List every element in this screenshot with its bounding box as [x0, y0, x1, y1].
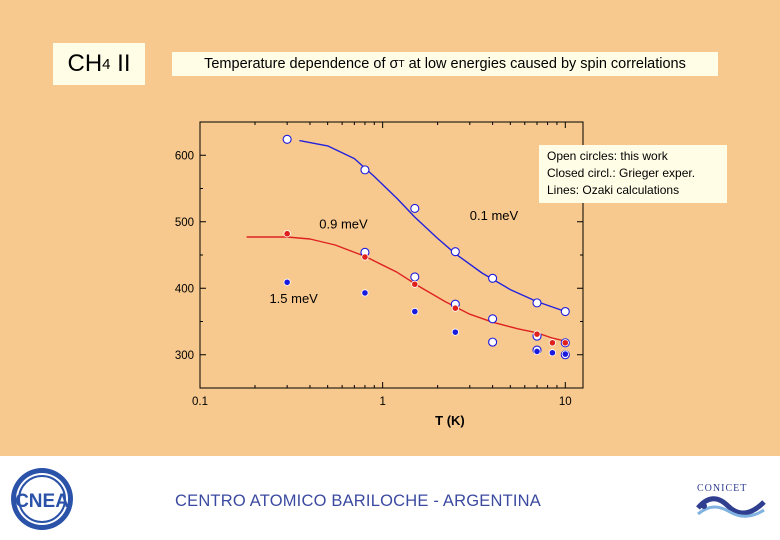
x-tick-label: 0.1 [192, 396, 208, 408]
conicet-logo-text: CONICET [697, 483, 748, 494]
closed-point [283, 278, 291, 286]
x-tick-label: 10 [559, 396, 572, 408]
cnea-logo: CNEA [11, 468, 73, 530]
closed-point [283, 230, 291, 238]
conicet-logo [696, 496, 766, 518]
open-point [488, 273, 498, 283]
open-point [532, 298, 542, 308]
legend-line-open: Open circles: this work [547, 149, 668, 163]
y-tick-label: 500 [175, 217, 194, 229]
closed-point [361, 289, 369, 297]
slide-subtitle-pre: Temperature dependence of σ [204, 56, 399, 72]
closed-point [533, 330, 541, 338]
cnea-logo-text: CNEA [15, 491, 69, 512]
open-point [360, 165, 370, 175]
legend-line-closed: Closed circl.: Grieger exper. [547, 166, 696, 180]
slide-title: CH 4 II [53, 43, 145, 85]
closed-point [548, 349, 557, 357]
annotation-label: 0.1 meV [470, 208, 519, 223]
slide-title-subscript: 4 [102, 55, 111, 73]
slide-subtitle-post: at low energies caused by spin correlati… [404, 56, 686, 72]
cross-section-chart: 0.1 1 10 300 400 500 600 T (K) 0.1 meV 0.9 meV 1.5… [175, 121, 584, 428]
open-point [282, 134, 292, 144]
closed-point [561, 339, 569, 347]
open-point [410, 203, 420, 213]
legend-line-lines: Lines: Ozaki calculations [547, 183, 680, 197]
open-point [488, 337, 498, 347]
open-point [410, 272, 420, 282]
curve-0-1-meV [299, 139, 566, 313]
closed-point [451, 328, 459, 336]
x-tick-label: 1 [379, 396, 385, 408]
annotation-label: 0.9 meV [319, 216, 368, 231]
open-point [450, 247, 460, 257]
y-tick-label: 600 [175, 150, 194, 162]
legend-box: Open circles: this work Closed circl.: G… [539, 145, 727, 203]
closed-point [411, 307, 419, 316]
curve-0-9-meV [246, 236, 570, 343]
y-tick-label: 300 [175, 350, 194, 362]
y-tick-label: 400 [175, 283, 194, 295]
open-point [560, 306, 570, 317]
annotation-label: 1.5 meV [269, 291, 318, 306]
closed-point [533, 347, 541, 356]
slide-title-main: CH [67, 50, 103, 77]
closed-point [411, 280, 419, 288]
slide-subtitle-subscript: T [398, 58, 405, 70]
open-point [488, 314, 498, 324]
closed-point [561, 350, 569, 358]
footer-text: CENTRO ATOMICO BARILOCHE - ARGENTINA [175, 492, 541, 510]
closed-point [548, 339, 557, 347]
plot-frame [199, 121, 584, 389]
slide-title-suffix: II [110, 50, 131, 77]
closed-point [451, 304, 459, 312]
footer: CNEA CENTRO ATOMICO BARILOCHE - ARGENTIN… [0, 456, 780, 540]
x-axis-label: T (K) [435, 413, 465, 428]
closed-point [361, 253, 369, 261]
